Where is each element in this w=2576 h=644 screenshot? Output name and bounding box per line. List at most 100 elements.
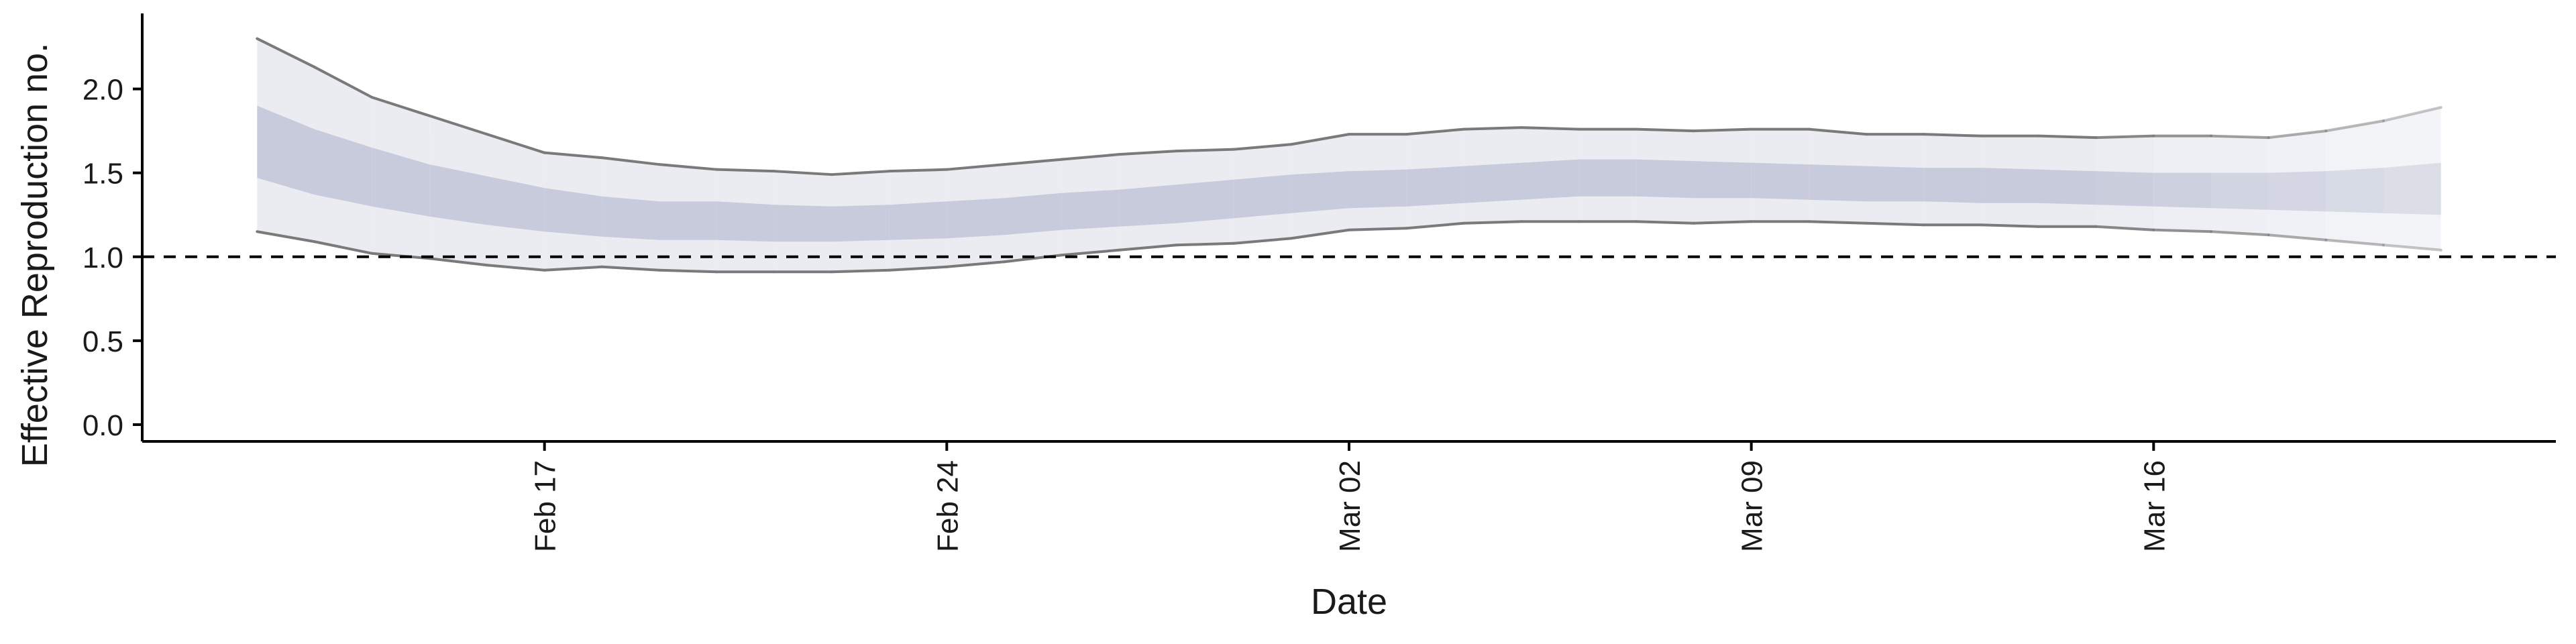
upper-bound-line-segment bbox=[256, 37, 316, 69]
band-50-segment bbox=[1234, 174, 1292, 219]
x-tick-label: Mar 02 bbox=[1334, 460, 1366, 552]
lower-bound-line-segment bbox=[1060, 248, 1121, 257]
lower-bound-line-segment bbox=[1807, 220, 1868, 225]
upper-bound-line-segment bbox=[2382, 106, 2443, 123]
upper-bound-line-segment bbox=[1405, 127, 1466, 136]
band-50-segment bbox=[372, 148, 430, 217]
band-50-segment bbox=[1981, 168, 2039, 203]
lower-bound-line-segment bbox=[1980, 223, 2040, 228]
band-50-segment bbox=[602, 196, 659, 240]
lower-bound-line-segment bbox=[2094, 225, 2155, 231]
y-axis-title: Effective Reproduction no. bbox=[15, 43, 55, 467]
band-50-segment bbox=[2039, 169, 2096, 205]
band-50-segment bbox=[1349, 169, 1407, 209]
band-50-segment bbox=[2268, 171, 2326, 212]
lower-bound-line-segment bbox=[2267, 233, 2328, 241]
lower-bound-line-segment bbox=[313, 240, 374, 255]
lower-bound-line-segment bbox=[2324, 238, 2385, 247]
upper-bound-line-segment bbox=[1807, 127, 1868, 136]
band-50-segment bbox=[1923, 168, 1982, 203]
upper-bound-line-segment bbox=[486, 133, 546, 154]
band-50-segment bbox=[832, 205, 890, 242]
upper-bound-line-segment bbox=[1635, 127, 1695, 133]
upper-bound-line-segment bbox=[1060, 153, 1121, 161]
band-50-segment bbox=[1119, 184, 1177, 227]
band-50-segment bbox=[1177, 179, 1234, 223]
upper-bound-line-segment bbox=[1290, 133, 1350, 146]
upper-bound-line-segment bbox=[2324, 119, 2385, 133]
y-axis-ticks: 0.0 0.5 1.0 1.5 2.0 bbox=[83, 74, 142, 442]
band-50-segment bbox=[315, 129, 372, 207]
band-50-segment bbox=[1636, 159, 1694, 199]
upper-bound-line-segment bbox=[773, 170, 833, 176]
lower-bound-line-segment bbox=[945, 260, 1006, 268]
band-50-segment bbox=[716, 201, 775, 242]
upper-bound-line-segment bbox=[600, 156, 661, 166]
y-tick-label: 1.0 bbox=[83, 241, 123, 274]
band-50-segment bbox=[947, 198, 1004, 239]
interval-bound-lines bbox=[256, 37, 2443, 274]
upper-bound-line-segment bbox=[945, 163, 1006, 171]
x-tick-label: Feb 17 bbox=[529, 460, 562, 552]
band-50-segment bbox=[487, 176, 545, 232]
upper-bound-line-segment bbox=[1003, 158, 1063, 166]
band-50-segment bbox=[659, 201, 717, 240]
upper-bound-line-segment bbox=[2037, 134, 2098, 140]
upper-bound-line-segment bbox=[1118, 150, 1178, 156]
lower-bound-line-segment bbox=[1693, 220, 1753, 225]
band-50-segment bbox=[1578, 159, 1637, 197]
axes: 0.0 0.5 1.0 1.5 2.0 Feb 17 Feb 24 Mar 02 Mar 09… bbox=[83, 13, 2556, 552]
band-50-segment bbox=[2096, 171, 2154, 207]
upper-bound-line-segment bbox=[543, 151, 604, 160]
plot-area bbox=[142, 37, 2556, 274]
band-50-segment bbox=[1809, 164, 1866, 202]
x-axis-title: Date bbox=[1311, 582, 1387, 622]
y-tick-label: 0.5 bbox=[83, 325, 123, 358]
band-50-segment bbox=[1004, 193, 1062, 235]
lower-bound-line-segment bbox=[428, 257, 488, 267]
lower-bound-line-segment bbox=[1865, 221, 1925, 227]
y-tick-label: 0.0 bbox=[83, 409, 123, 442]
lower-bound-line-segment bbox=[600, 265, 661, 272]
lower-bound-line-segment bbox=[658, 268, 718, 274]
lower-bound-line-segment bbox=[1118, 244, 1178, 252]
band-50-segment bbox=[1694, 161, 1752, 199]
interval-bands bbox=[257, 38, 2441, 272]
upper-bound-line-segment bbox=[2267, 129, 2328, 140]
lower-bound-line-segment bbox=[1232, 237, 1293, 245]
band-50-segment bbox=[1291, 171, 1349, 213]
lower-bound-line-segment bbox=[2382, 244, 2443, 252]
band-50-segment bbox=[2383, 162, 2441, 215]
upper-bound-line-segment bbox=[1693, 127, 1753, 133]
lower-bound-line-segment bbox=[1462, 220, 1523, 225]
band-50-segment bbox=[1464, 162, 1521, 203]
band-50-segment bbox=[1521, 159, 1579, 200]
upper-bound-line-segment bbox=[2094, 134, 2155, 140]
lower-bound-line-segment bbox=[2210, 230, 2270, 237]
band-50-segment bbox=[1406, 166, 1464, 207]
upper-bound-line-segment bbox=[1175, 148, 1236, 153]
lower-bound-line-segment bbox=[888, 265, 949, 272]
lower-bound-line-segment bbox=[1290, 228, 1350, 240]
upper-bound-line-segment bbox=[1922, 133, 1983, 138]
band-50-segment bbox=[774, 205, 832, 242]
lower-bound-line-segment bbox=[543, 265, 604, 272]
band-50-segment bbox=[2326, 168, 2383, 213]
y-tick-label: 2.0 bbox=[83, 74, 123, 107]
upper-bound-line-segment bbox=[888, 168, 949, 173]
upper-bound-line-segment bbox=[830, 170, 891, 176]
upper-bound-line-segment bbox=[2210, 134, 2270, 140]
band-50-segment bbox=[544, 188, 602, 237]
upper-bound-line-segment bbox=[715, 168, 776, 173]
y-tick-label: 1.5 bbox=[83, 158, 123, 191]
lower-bound-line-segment bbox=[830, 268, 891, 274]
upper-bound-line-segment bbox=[1520, 126, 1580, 131]
lower-bound-line-segment bbox=[1175, 241, 1236, 247]
band-50-segment bbox=[257, 105, 315, 195]
band-50-segment bbox=[1751, 162, 1809, 200]
lower-bound-line-segment bbox=[2152, 228, 2212, 233]
x-tick-label: Mar 16 bbox=[2138, 460, 2171, 552]
band-50-segment bbox=[1061, 189, 1120, 230]
lower-bound-line-segment bbox=[1348, 227, 1408, 231]
